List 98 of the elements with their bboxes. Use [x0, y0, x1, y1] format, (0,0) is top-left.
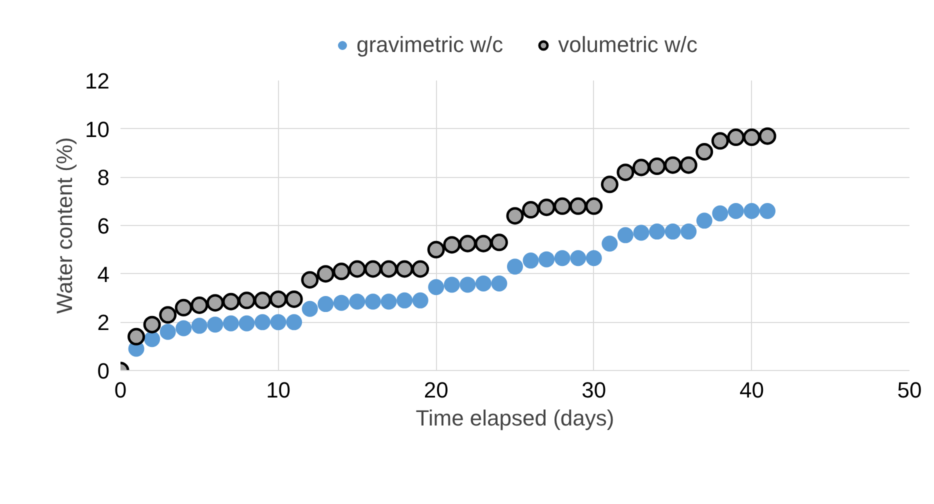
x-axis-title: Time elapsed (days): [416, 406, 614, 430]
point: [649, 224, 666, 240]
point: [316, 265, 334, 283]
point: [191, 318, 208, 334]
point: [616, 164, 634, 182]
point: [270, 314, 286, 330]
point: [270, 290, 288, 308]
point: [602, 236, 618, 252]
x-tick-label: 20: [424, 378, 448, 402]
point: [412, 260, 430, 278]
point: [759, 203, 776, 219]
point: [680, 224, 697, 240]
point: [349, 294, 366, 310]
point: [238, 315, 255, 332]
point: [664, 224, 681, 240]
point: [254, 292, 272, 310]
point: [554, 197, 572, 215]
point: [458, 234, 476, 252]
point: [617, 227, 634, 244]
point: [301, 271, 319, 289]
point: [286, 314, 302, 330]
point: [758, 127, 776, 145]
point: [143, 316, 161, 334]
point: [427, 240, 445, 258]
point: [144, 331, 160, 348]
point: [443, 236, 461, 254]
point: [490, 234, 508, 252]
legend-label: volumetric w/c: [558, 32, 698, 58]
point: [396, 292, 413, 308]
x-tick-label: 0: [114, 378, 127, 402]
point: [444, 276, 460, 293]
point: [506, 207, 524, 225]
point: [460, 276, 476, 293]
point: [554, 250, 570, 266]
point: [285, 290, 303, 308]
point: [475, 276, 492, 292]
point: [664, 156, 682, 174]
point: [570, 250, 586, 266]
y-tick-label: 2: [97, 310, 110, 336]
point: [727, 128, 745, 146]
point: [491, 276, 508, 292]
point: [522, 201, 540, 219]
point: [222, 315, 239, 332]
point: [333, 294, 350, 311]
point: [742, 128, 760, 146]
point: [380, 260, 398, 278]
x-tick-label: 10: [266, 378, 291, 402]
point: [696, 143, 714, 161]
legend-label: gravimetric w/c: [356, 32, 504, 58]
point: [538, 198, 556, 216]
point: [632, 158, 650, 176]
point: [538, 251, 555, 268]
point: [254, 314, 271, 330]
y-tick-label: 10: [85, 116, 110, 142]
point: [222, 292, 240, 310]
point: [318, 296, 334, 312]
point: [380, 294, 397, 310]
y-tick-label: 8: [97, 165, 110, 190]
point: [428, 279, 444, 296]
point: [207, 316, 224, 333]
point: [174, 298, 192, 316]
point: [159, 306, 177, 324]
point: [160, 324, 176, 340]
point: [348, 260, 366, 278]
point: [332, 262, 350, 280]
point: [728, 203, 744, 219]
x-tick-label: 40: [739, 378, 764, 402]
point: [412, 292, 428, 308]
y-axis-title: Water content (%): [52, 137, 78, 314]
point: [585, 197, 603, 215]
point: [696, 212, 712, 229]
point: [522, 252, 539, 269]
point: [206, 294, 224, 312]
y-tick-label: 12: [85, 68, 110, 94]
y-tick-label: 6: [97, 214, 110, 238]
point: [711, 132, 729, 150]
x-tick-label: 50: [897, 378, 922, 402]
point: [396, 260, 414, 278]
y-tick-label: 0: [97, 358, 110, 384]
point: [364, 294, 381, 310]
point: [712, 205, 728, 222]
point: [176, 320, 192, 336]
point: [507, 258, 523, 275]
point: [633, 224, 650, 241]
point: [569, 197, 587, 215]
point: [600, 176, 618, 194]
point: [744, 203, 760, 219]
x-tick-label: 30: [582, 378, 606, 402]
point: [364, 260, 382, 278]
point: [586, 250, 602, 266]
point: [128, 328, 146, 346]
point: [238, 292, 256, 310]
y-tick-label: 4: [97, 262, 110, 287]
point: [474, 234, 492, 252]
point: [680, 156, 698, 174]
point: [190, 296, 208, 314]
point: [302, 300, 318, 317]
point: [648, 158, 666, 176]
